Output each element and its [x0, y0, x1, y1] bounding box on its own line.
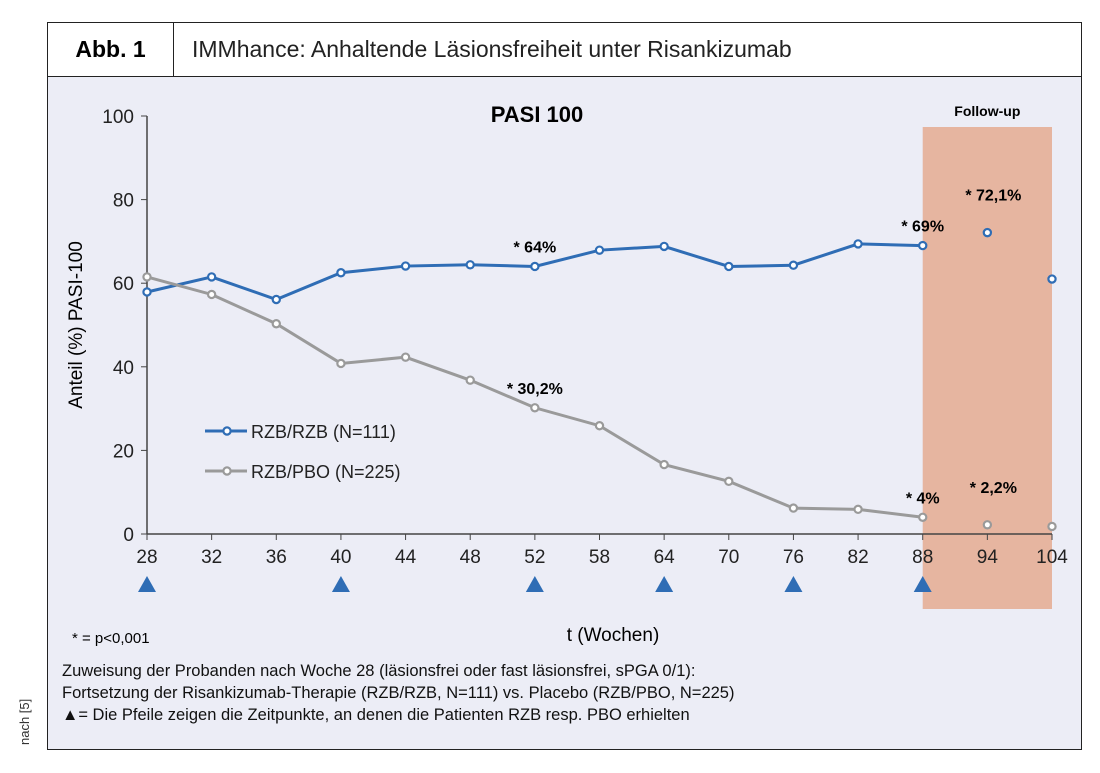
triangle-marker: [138, 576, 156, 592]
data-point: [142, 272, 152, 282]
data-point: [465, 375, 475, 385]
data-point: [206, 289, 217, 300]
data-point: [853, 239, 863, 249]
data-point: [853, 504, 863, 515]
x-tick-label: 64: [654, 547, 676, 568]
x-tick-label: 28: [136, 547, 157, 568]
footnote: * = p<0,001: [72, 630, 150, 647]
note-line: Zuweisung der Probanden nach Woche 28 (l…: [62, 662, 696, 680]
data-point: [530, 403, 540, 413]
x-tick-label: 82: [848, 547, 869, 568]
x-tick-label: 44: [395, 547, 417, 568]
x-tick-label: 104: [1036, 547, 1068, 568]
note-line: Fortsetzung der Risankizumab-Therapie (R…: [62, 684, 735, 702]
triangle-marker: [655, 576, 674, 592]
triangle-marker: [784, 576, 803, 592]
legend-label: RZB/RZB (N=111): [251, 422, 396, 442]
x-tick-label: 76: [783, 547, 804, 568]
y-tick-label: 40: [113, 358, 134, 379]
note-line: ▲= Die Pfeile zeigen die Zeitpunkte, an …: [62, 706, 690, 724]
legend-label: RZB/PBO (N=225): [251, 462, 401, 482]
source-label: nach [5]: [17, 698, 32, 745]
y-axis-label: Anteil (%) PASI-100: [66, 241, 87, 409]
data-point: [659, 459, 669, 470]
data-point: [982, 227, 993, 238]
legend-marker: [222, 466, 232, 476]
data-point: [400, 261, 411, 271]
data-point: [594, 421, 605, 431]
data-label: * 72,1%: [965, 188, 1021, 205]
data-point: [788, 503, 799, 513]
data-point: [724, 476, 734, 487]
triangle-marker: [913, 576, 932, 592]
y-tick-label: 100: [102, 107, 134, 128]
x-tick-label: 32: [201, 547, 222, 568]
x-tick-label: 40: [330, 547, 351, 568]
figure-frame: Abb. 1 IMMhance: Anhaltende Läsionsfreih…: [47, 22, 1082, 750]
data-point: [465, 260, 475, 270]
data-point: [206, 272, 217, 282]
data-label: * 2,2%: [970, 480, 1017, 497]
data-point: [659, 241, 669, 252]
data-point: [724, 261, 734, 272]
data-point: [400, 352, 411, 362]
data-point: [142, 287, 152, 297]
data-label: * 69%: [901, 219, 944, 236]
y-tick-label: 60: [113, 274, 134, 295]
triangle-marker: [331, 576, 350, 592]
data-point: [594, 245, 605, 255]
data-point: [788, 260, 799, 270]
data-point: [336, 358, 346, 369]
y-tick-label: 80: [113, 191, 134, 212]
x-tick-label: 70: [718, 547, 739, 568]
data-point: [530, 261, 540, 272]
data-point: [918, 240, 928, 251]
figure-header: Abb. 1 IMMhance: Anhaltende Läsionsfreih…: [48, 23, 1081, 77]
chart-title: PASI 100: [491, 102, 584, 127]
x-tick-label: 48: [460, 547, 481, 568]
data-point: [982, 520, 993, 530]
x-axis-label: t (Wochen): [567, 625, 660, 646]
data-point: [1047, 274, 1057, 284]
data-point: [271, 319, 281, 329]
y-tick-label: 20: [113, 441, 134, 462]
data-point: [918, 512, 928, 522]
x-tick-label: 58: [589, 547, 610, 568]
triangle-marker: [525, 576, 544, 592]
y-tick-label: 0: [123, 525, 134, 546]
x-tick-label: 52: [524, 547, 545, 568]
figure-title: IMMhance: Anhaltende Läsionsfreiheit unt…: [192, 36, 792, 62]
data-point: [271, 294, 281, 305]
legend-marker: [222, 426, 232, 436]
data-label: * 64%: [514, 239, 557, 256]
data-label: * 30,2%: [507, 381, 563, 398]
x-tick-label: 94: [977, 547, 999, 568]
x-tick-label: 88: [912, 547, 933, 568]
data-point: [1047, 521, 1057, 532]
figure-label: Abb. 1: [48, 23, 174, 76]
notes: Zuweisung der Probanden nach Woche 28 (l…: [62, 660, 734, 726]
x-tick-label: 36: [266, 547, 287, 568]
follow-up-label: Follow-up: [954, 103, 1020, 119]
data-point: [336, 268, 346, 278]
data-label: * 4%: [906, 490, 940, 507]
